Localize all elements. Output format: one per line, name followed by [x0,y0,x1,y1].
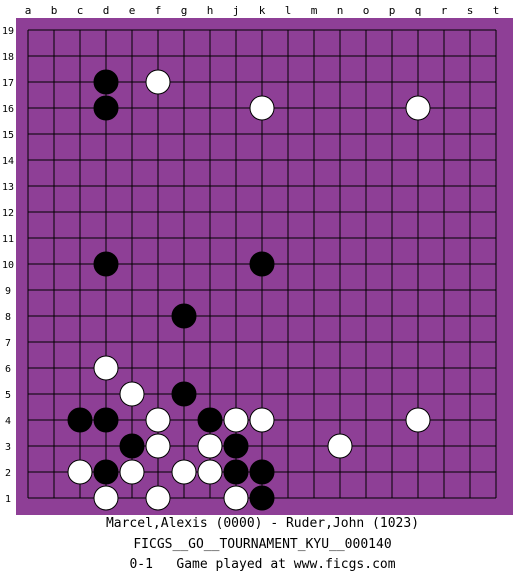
white-stone [145,485,171,511]
column-label: f [155,4,162,17]
black-stone [197,407,223,433]
white-stone [171,459,197,485]
go-board-svg: a b c d e f g h j k l m n o p q r s t191817161514131211109… [2,4,513,515]
row-label: 9 [5,286,11,297]
row-label: 16 [2,104,14,115]
black-stone [93,69,119,95]
white-stone [119,381,145,407]
column-label: n [337,4,344,17]
white-stone [223,485,249,511]
white-stone [93,485,119,511]
white-stone [67,459,93,485]
row-label: 3 [5,442,11,453]
row-label: 6 [5,364,11,375]
row-label: 17 [2,78,14,89]
column-label: e [129,4,136,17]
column-label: r [441,4,448,17]
black-stone [67,407,93,433]
row-label: 8 [5,312,11,323]
white-stone [223,407,249,433]
column-label: g [181,4,188,17]
event-caption: FICGS__GO__TOURNAMENT_KYU__000140 [133,537,392,552]
column-label: h [207,4,214,17]
white-stone [249,407,275,433]
white-stone [93,355,119,381]
column-label: l [285,4,292,17]
black-stone [93,459,119,485]
white-stone [145,407,171,433]
row-label: 2 [5,468,11,479]
black-stone [171,303,197,329]
row-label: 10 [2,260,14,271]
column-label: s [467,4,474,17]
row-label: 18 [2,52,14,63]
column-label: o [363,4,370,17]
players-caption: Marcel,Alexis (0000) - Ruder,John (1023) [105,516,420,531]
column-label: c [77,4,84,17]
column-label: q [415,4,422,17]
black-stone [93,95,119,121]
white-stone [405,95,431,121]
column-label: t [493,4,500,17]
column-label: m [311,4,318,17]
column-label: k [259,4,266,17]
black-stone [223,459,249,485]
black-stone [93,407,119,433]
white-stone [197,459,223,485]
row-label: 1 [5,494,11,505]
row-label: 11 [2,234,14,245]
black-stone [171,381,197,407]
row-label: 5 [5,390,11,401]
white-stone [249,95,275,121]
white-stone [145,433,171,459]
row-label: 19 [2,26,14,37]
result-caption: 0-1 Game played at www.ficgs.com [129,557,396,572]
white-stone [197,433,223,459]
column-label: d [103,4,110,17]
black-stone [93,251,119,277]
black-stone [249,485,275,511]
row-label: 14 [2,156,14,167]
row-label: 13 [2,182,14,193]
black-stone [249,459,275,485]
black-stone [223,433,249,459]
column-label: a [25,4,32,17]
column-label: p [389,4,396,17]
go-board: a b c d e f g h j k l m n o p q r s t 19 18 17 16 15 14 13 12 11 10 9… [2,4,513,515]
black-stone [249,251,275,277]
row-label: 15 [2,130,14,141]
white-stone [327,433,353,459]
black-stone [119,433,145,459]
column-label: j [233,4,240,17]
white-stone [405,407,431,433]
row-label: 7 [5,338,11,349]
white-stone [145,69,171,95]
row-label: 4 [5,416,11,427]
white-stone [119,459,145,485]
row-label: 12 [2,208,14,219]
column-label: b [51,4,58,17]
